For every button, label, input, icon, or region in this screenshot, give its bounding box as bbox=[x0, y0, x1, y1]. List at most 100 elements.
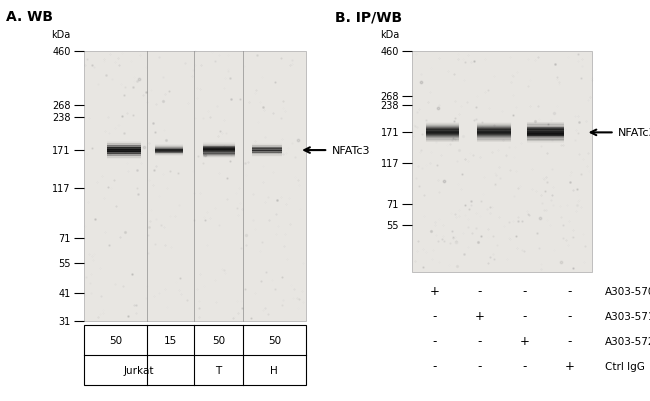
Bar bbox=[527, 131, 564, 132]
Bar bbox=[477, 126, 511, 127]
Bar bbox=[426, 126, 460, 127]
Text: 41: 41 bbox=[58, 288, 71, 298]
Bar bbox=[477, 125, 511, 126]
Text: 71: 71 bbox=[58, 233, 71, 243]
Text: 117: 117 bbox=[380, 159, 399, 169]
Bar bbox=[107, 157, 141, 158]
Bar bbox=[426, 127, 460, 128]
Bar bbox=[107, 149, 141, 150]
Bar bbox=[527, 123, 564, 124]
Bar bbox=[527, 139, 564, 140]
Bar bbox=[426, 126, 460, 127]
Text: 238: 238 bbox=[52, 113, 71, 123]
Bar bbox=[477, 135, 511, 136]
Bar bbox=[527, 124, 564, 125]
Bar bbox=[426, 140, 460, 141]
Text: -: - bbox=[523, 310, 526, 322]
Bar bbox=[477, 132, 511, 133]
Bar bbox=[107, 155, 141, 156]
Bar bbox=[426, 125, 460, 126]
Text: 268: 268 bbox=[380, 91, 399, 101]
Bar bbox=[527, 134, 564, 135]
Bar bbox=[477, 139, 511, 140]
Bar bbox=[426, 138, 460, 139]
Bar bbox=[527, 132, 564, 133]
Text: NFATc3: NFATc3 bbox=[332, 146, 370, 156]
Bar bbox=[412, 52, 592, 273]
Bar bbox=[426, 139, 460, 140]
Bar bbox=[477, 135, 511, 136]
Bar bbox=[527, 127, 564, 128]
Bar bbox=[107, 158, 141, 159]
Text: 171: 171 bbox=[52, 146, 71, 156]
Bar bbox=[426, 128, 460, 129]
Text: 460: 460 bbox=[53, 47, 71, 57]
Text: -: - bbox=[477, 334, 482, 347]
Bar bbox=[527, 141, 564, 142]
Bar bbox=[426, 137, 460, 138]
Text: 171: 171 bbox=[380, 128, 399, 138]
Bar bbox=[84, 325, 306, 385]
Bar bbox=[527, 137, 564, 138]
Text: B. IP/WB: B. IP/WB bbox=[335, 10, 402, 24]
Text: +: + bbox=[519, 334, 530, 347]
Text: 50: 50 bbox=[109, 335, 122, 345]
Bar bbox=[477, 127, 511, 128]
Bar bbox=[426, 128, 460, 129]
Text: kDa: kDa bbox=[380, 30, 399, 40]
Bar bbox=[426, 133, 460, 134]
Bar bbox=[107, 156, 141, 157]
Bar bbox=[107, 143, 141, 144]
Bar bbox=[527, 137, 564, 138]
Bar bbox=[426, 136, 460, 137]
Text: Ctrl IgG: Ctrl IgG bbox=[605, 361, 645, 371]
Bar bbox=[527, 142, 564, 143]
Bar bbox=[477, 123, 511, 124]
Bar bbox=[527, 124, 564, 125]
Bar bbox=[426, 141, 460, 142]
Bar bbox=[527, 122, 564, 123]
Bar bbox=[527, 135, 564, 136]
Bar bbox=[477, 138, 511, 139]
Bar bbox=[477, 133, 511, 134]
Text: A303-570A: A303-570A bbox=[605, 286, 650, 296]
Text: 15: 15 bbox=[164, 335, 177, 345]
Bar bbox=[527, 143, 564, 144]
Text: NFATc3: NFATc3 bbox=[618, 128, 650, 138]
Bar bbox=[527, 138, 564, 139]
Text: +: + bbox=[430, 285, 439, 298]
Text: 238: 238 bbox=[380, 101, 399, 111]
Bar bbox=[426, 142, 460, 143]
Bar bbox=[477, 138, 511, 139]
Text: -: - bbox=[432, 359, 437, 372]
Bar bbox=[527, 139, 564, 140]
Bar bbox=[426, 134, 460, 135]
Text: -: - bbox=[432, 334, 437, 347]
Text: 55: 55 bbox=[58, 259, 71, 269]
Bar bbox=[527, 140, 564, 141]
Bar bbox=[527, 143, 564, 144]
Text: Jurkat: Jurkat bbox=[124, 365, 154, 375]
Bar bbox=[477, 134, 511, 135]
Bar bbox=[527, 136, 564, 137]
Bar bbox=[477, 128, 511, 129]
Bar bbox=[426, 142, 460, 143]
Bar bbox=[426, 135, 460, 136]
Bar bbox=[477, 124, 511, 125]
Bar bbox=[477, 136, 511, 137]
Text: H: H bbox=[270, 365, 278, 375]
Bar bbox=[527, 134, 564, 135]
Bar bbox=[477, 131, 511, 132]
Text: 460: 460 bbox=[381, 47, 399, 57]
Text: T: T bbox=[215, 365, 222, 375]
Bar bbox=[426, 138, 460, 139]
Text: 268: 268 bbox=[52, 101, 71, 111]
Text: +: + bbox=[565, 359, 575, 372]
Bar bbox=[477, 124, 511, 125]
Bar bbox=[426, 133, 460, 134]
Bar bbox=[107, 145, 141, 146]
Bar bbox=[527, 125, 564, 126]
Text: A303-571A: A303-571A bbox=[605, 311, 650, 321]
Bar bbox=[107, 154, 141, 155]
Text: 50: 50 bbox=[212, 335, 225, 345]
